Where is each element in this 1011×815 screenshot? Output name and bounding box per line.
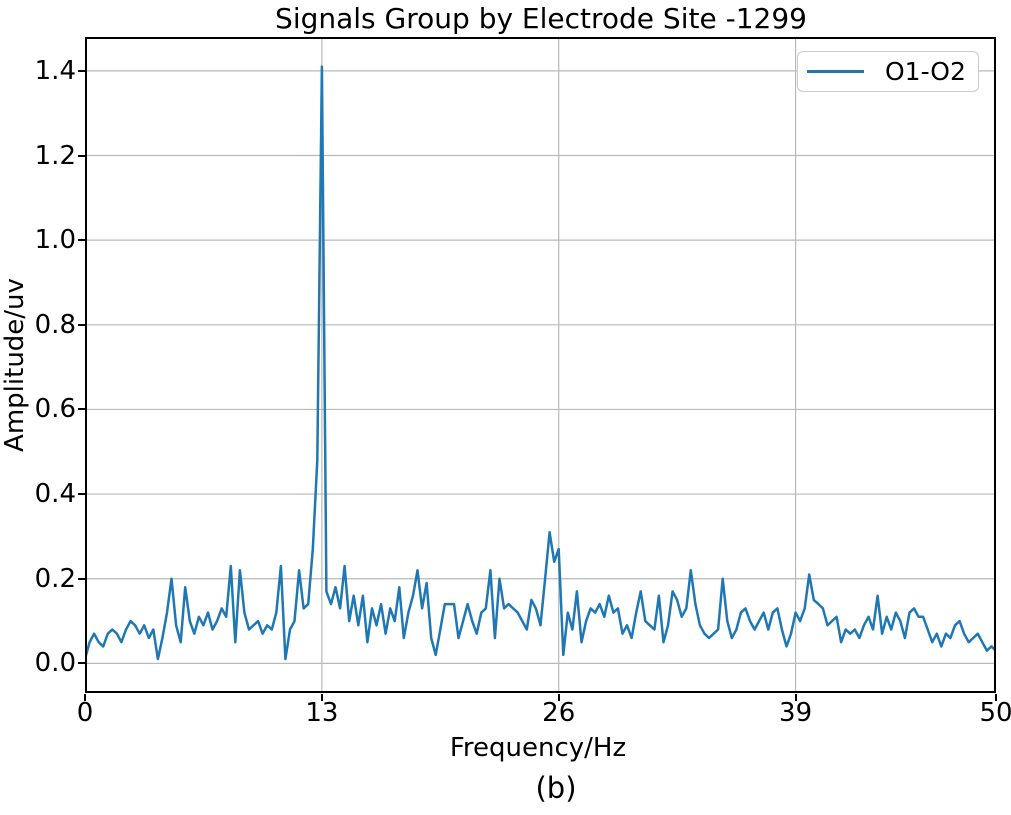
- x-tick-label: 39: [779, 698, 813, 728]
- x-tick-label: 13: [305, 698, 339, 728]
- y-tick-label: 0.0: [34, 648, 76, 679]
- x-tick-mark: [84, 694, 86, 701]
- x-tick-label: 50: [979, 698, 1011, 728]
- legend-line-sample-icon: [807, 70, 864, 73]
- y-axis-label: Amplitude/uv: [0, 278, 30, 452]
- figure-caption: (b): [535, 771, 577, 805]
- y-tick-label: 0.2: [34, 563, 76, 594]
- y-tick-label: 1.4: [34, 55, 76, 86]
- x-tick-mark: [557, 694, 560, 701]
- y-tick-mark: [78, 408, 85, 411]
- y-tick-mark: [78, 577, 85, 580]
- y-tick-label: 0.8: [34, 309, 76, 340]
- y-tick-label: 1.2: [34, 140, 76, 171]
- y-tick-mark: [78, 662, 85, 665]
- y-tick-label: 0.6: [34, 394, 76, 425]
- signal-line: [85, 65, 996, 661]
- x-tick-label: 0: [76, 698, 94, 728]
- y-tick-mark: [78, 154, 85, 157]
- y-tick-mark: [78, 493, 85, 496]
- y-tick-mark: [78, 239, 85, 242]
- y-tick-mark: [78, 323, 85, 326]
- y-tick-label: 1.0: [34, 225, 76, 256]
- axes-frame: [85, 37, 996, 693]
- legend: O1-O2: [797, 51, 979, 92]
- legend-label: O1-O2: [885, 57, 966, 86]
- x-tick-mark: [320, 694, 323, 701]
- chart-title: Signals Group by Electrode Site -1299: [275, 2, 807, 35]
- x-tick-label: 26: [542, 698, 576, 728]
- y-tick-label: 0.4: [34, 479, 76, 510]
- y-tick-mark: [78, 69, 85, 72]
- x-tick-mark: [794, 694, 797, 701]
- x-axis-label: Frequency/Hz: [449, 733, 627, 763]
- plot-svg: [85, 37, 996, 693]
- x-tick-mark: [995, 694, 997, 701]
